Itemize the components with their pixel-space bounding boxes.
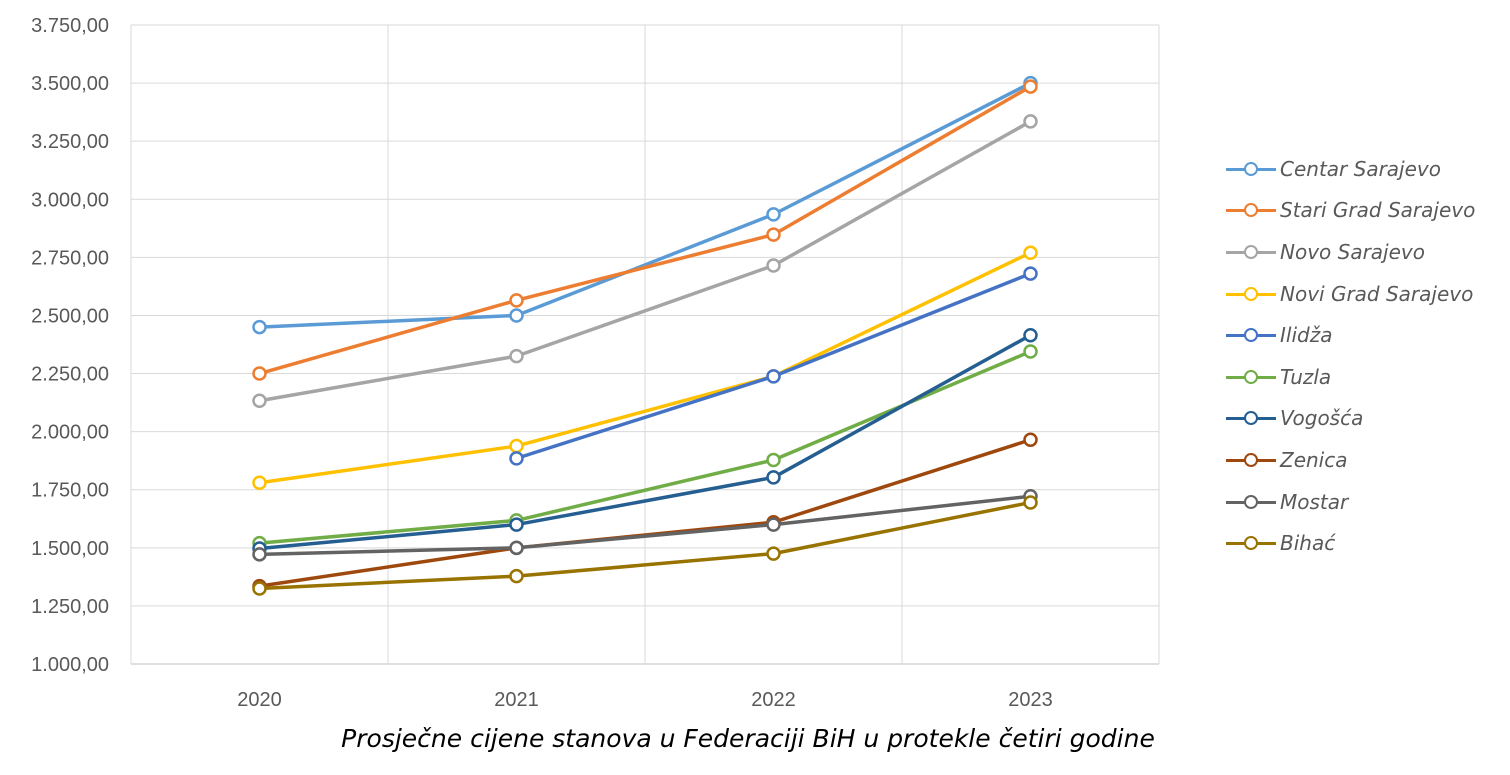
legend-item: Bihać (1226, 522, 1475, 564)
data-point (509, 568, 524, 584)
data-point (509, 540, 524, 556)
legend-item: Zenica (1226, 439, 1475, 481)
data-point (766, 207, 781, 222)
legend-label: Novi Grad Sarajevo (1280, 281, 1474, 306)
chart-legend: Centar Sarajevo Stari Grad Sarajevo Novo S… (1226, 148, 1475, 564)
data-point (766, 452, 781, 468)
legend-swatch (1226, 411, 1276, 426)
legend-marker (1244, 452, 1258, 467)
y-tick-label: 2.250,00 (31, 364, 109, 386)
data-point (766, 258, 781, 273)
y-tick-label: 3.000,00 (31, 189, 109, 211)
series-line (259, 333, 1032, 551)
data-point (252, 319, 267, 335)
data-point (1023, 344, 1038, 359)
data-point (766, 517, 781, 532)
legend-swatch (1226, 452, 1276, 467)
data-point (509, 308, 524, 323)
legend-swatch (1226, 536, 1276, 551)
legend-swatch (1226, 161, 1276, 176)
data-point (252, 547, 267, 562)
legend-marker (1244, 286, 1258, 301)
chart-title: Prosječne cijene stanova u Federaciji Bi… (341, 724, 1155, 753)
legend-swatch (1226, 244, 1276, 259)
x-tick-label: 2020 (237, 689, 282, 711)
y-tick-label: 3.750,00 (31, 15, 109, 37)
data-point (1023, 432, 1038, 448)
data-point (509, 438, 524, 454)
data-point (766, 546, 781, 561)
data-point (509, 348, 524, 364)
data-point (509, 293, 524, 308)
data-point (1023, 495, 1038, 510)
y-tick-label: 1.750,00 (31, 480, 109, 502)
x-tick-label: 2023 (1008, 689, 1053, 711)
data-point (1023, 266, 1038, 281)
legend-marker (1244, 244, 1258, 259)
legend-label: Vogošća (1280, 406, 1364, 431)
legend-label: Tuzla (1280, 364, 1332, 389)
legend-swatch (1226, 369, 1276, 384)
y-tick-label: 1.500,00 (31, 538, 109, 560)
legend-item: Stari Grad Sarajevo (1226, 190, 1475, 232)
x-tick-label: 2021 (494, 689, 539, 711)
legend-item: Tuzla (1226, 356, 1475, 398)
legend-swatch (1226, 328, 1276, 343)
data-point (1023, 79, 1038, 94)
series-line (259, 251, 1032, 485)
legend-swatch (1226, 286, 1276, 301)
legend-marker (1244, 328, 1258, 343)
legend-item: Mostar (1226, 481, 1475, 523)
legend-marker (1244, 536, 1258, 551)
series-line (259, 119, 1032, 403)
legend-item: Ilidža (1226, 314, 1475, 356)
series-line (259, 81, 1032, 329)
y-tick-label: 3.250,00 (31, 131, 109, 153)
y-tick-label: 1.000,00 (31, 654, 109, 676)
legend-item: Novi Grad Sarajevo (1226, 273, 1475, 315)
data-point (1023, 327, 1038, 343)
data-point (766, 227, 781, 242)
y-tick-label: 2.000,00 (31, 422, 109, 444)
x-tick-label: 2022 (751, 689, 796, 711)
series-line (259, 494, 1031, 557)
data-point (1023, 114, 1038, 129)
legend-item: Novo Sarajevo (1226, 231, 1475, 273)
legend-marker (1244, 369, 1258, 384)
data-point (766, 369, 781, 384)
y-tick-label: 3.500,00 (31, 73, 109, 95)
data-point (1023, 245, 1038, 260)
y-tick-label: 1.250,00 (31, 596, 109, 618)
legend-marker (1244, 161, 1258, 176)
data-point (252, 581, 267, 596)
legend-label: Centar Sarajevo (1280, 156, 1441, 181)
data-point (252, 475, 267, 491)
legend-swatch (1226, 494, 1276, 509)
legend-item: Centar Sarajevo (1226, 148, 1475, 190)
legend-label: Bihać (1280, 531, 1336, 556)
legend-marker (1244, 203, 1258, 218)
legend-label: Zenica (1280, 447, 1348, 472)
legend-label: Stari Grad Sarajevo (1280, 198, 1476, 223)
legend-marker (1244, 494, 1258, 509)
series-line (259, 85, 1032, 376)
y-tick-label: 2.750,00 (31, 247, 109, 269)
data-point (252, 366, 267, 381)
legend-item: Vogošća (1226, 398, 1475, 440)
series-line (515, 272, 1032, 461)
legend-marker (1244, 411, 1258, 426)
data-point (252, 393, 267, 408)
legend-label: Novo Sarajevo (1280, 239, 1425, 264)
y-tick-label: 2.500,00 (31, 305, 109, 327)
data-point (509, 517, 524, 532)
series-line (259, 500, 1031, 591)
data-point (509, 451, 524, 466)
data-point (766, 470, 781, 485)
legend-swatch (1226, 203, 1276, 218)
legend-label: Mostar (1280, 489, 1349, 514)
legend-label: Ilidža (1280, 323, 1333, 348)
